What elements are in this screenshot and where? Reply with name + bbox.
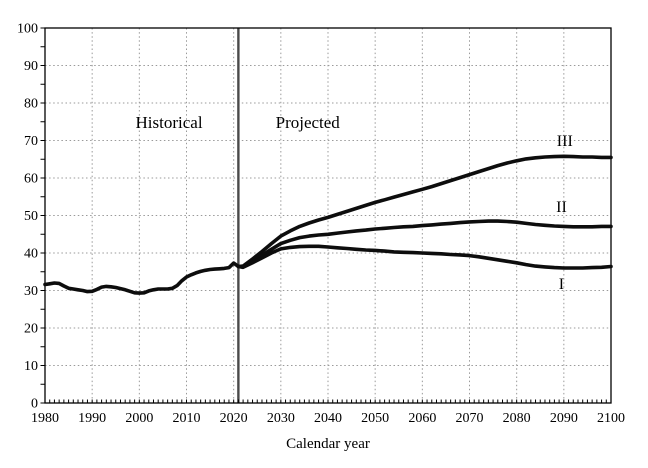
x-tick-label: 2060 <box>408 411 436 426</box>
x-tick-label: 2090 <box>550 411 578 426</box>
x-tick-label: 2050 <box>361 411 389 426</box>
annotation-projected: Projected <box>276 113 341 132</box>
x-tick-label: 2000 <box>125 411 153 426</box>
y-tick-label: 0 <box>31 397 38 412</box>
x-tick-label: 2040 <box>314 411 342 426</box>
y-tick-label: 30 <box>24 284 38 299</box>
y-tick-label: 80 <box>24 97 38 112</box>
y-tick-label: 60 <box>24 172 38 187</box>
y-tick-label: 90 <box>24 59 38 74</box>
annotation-historical: Historical <box>136 113 203 132</box>
curve-ii <box>236 219 613 269</box>
y-tick-label: 10 <box>24 359 38 374</box>
x-tick-label: 1990 <box>78 411 106 426</box>
x-tick-label: 2070 <box>456 411 484 426</box>
x-tick-label: 2020 <box>220 411 248 426</box>
plot-frame <box>44 27 612 404</box>
y-tick-label: 70 <box>24 134 38 149</box>
curve-i <box>236 244 613 270</box>
annotation-ii: II <box>556 199 567 216</box>
curve-historical <box>43 261 241 295</box>
x-tick-label: 1980 <box>31 411 59 426</box>
x-tick-label: 2080 <box>503 411 531 426</box>
x-tick-label: 2010 <box>173 411 201 426</box>
y-tick-label: 50 <box>24 209 38 224</box>
y-tick-label: 20 <box>24 322 38 337</box>
x-axis-title: Calendar year <box>286 436 370 452</box>
annotation-i: I <box>559 276 564 293</box>
x-tick-label: 2100 <box>597 411 625 426</box>
y-tick-label: 40 <box>24 247 38 262</box>
x-tick-label: 2030 <box>267 411 295 426</box>
annotation-iii: III <box>557 133 573 150</box>
curve-iii <box>236 154 613 269</box>
y-tick-label: 100 <box>17 22 38 37</box>
